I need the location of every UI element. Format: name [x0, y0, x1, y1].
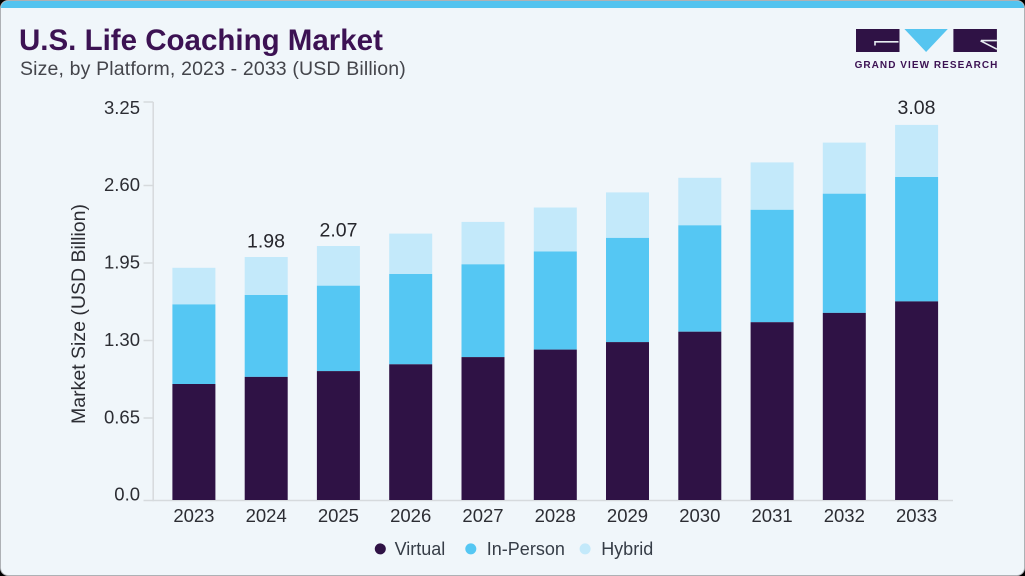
- svg-text:2030: 2030: [679, 505, 720, 526]
- svg-text:2.60: 2.60: [104, 174, 140, 195]
- svg-text:2.07: 2.07: [320, 219, 358, 241]
- svg-text:2026: 2026: [390, 505, 431, 526]
- svg-text:3.08: 3.08: [898, 97, 936, 119]
- svg-text:2032: 2032: [824, 505, 865, 526]
- svg-text:2031: 2031: [752, 505, 793, 526]
- svg-text:2025: 2025: [318, 505, 359, 526]
- svg-text:Market Size (USD Billion): Market Size (USD Billion): [68, 204, 90, 424]
- svg-text:0.65: 0.65: [104, 407, 140, 428]
- svg-text:3.25: 3.25: [104, 97, 140, 118]
- svg-text:2033: 2033: [896, 505, 937, 526]
- svg-text:1.95: 1.95: [104, 252, 140, 273]
- svg-text:2028: 2028: [535, 505, 576, 526]
- svg-text:0.0: 0.0: [114, 483, 140, 504]
- svg-text:Hybrid: Hybrid: [601, 539, 653, 559]
- svg-text:GRAND VIEW RESEARCH: GRAND VIEW RESEARCH: [855, 60, 999, 71]
- svg-text:1.30: 1.30: [104, 329, 140, 350]
- svg-text:2029: 2029: [607, 505, 648, 526]
- svg-text:Virtual: Virtual: [395, 539, 446, 559]
- svg-text:In-Person: In-Person: [487, 539, 565, 559]
- svg-text:1.98: 1.98: [247, 230, 285, 252]
- svg-text:2027: 2027: [462, 505, 503, 526]
- svg-text:2023: 2023: [173, 505, 214, 526]
- svg-text:2024: 2024: [246, 505, 287, 526]
